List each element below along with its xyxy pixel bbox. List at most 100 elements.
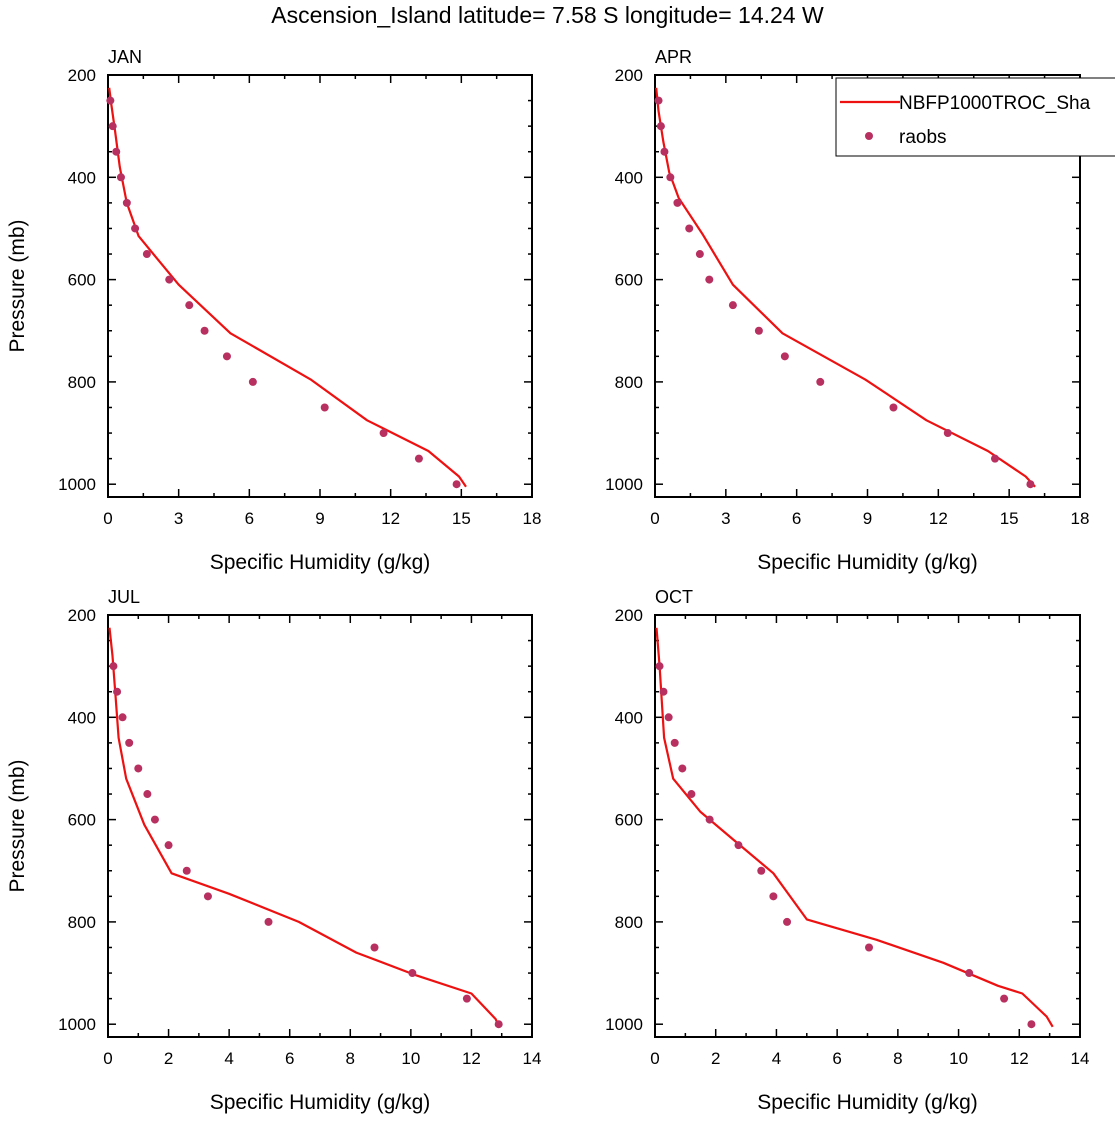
raobs-point [165,275,174,284]
x-tick-label: 6 [792,509,801,528]
y-tick-label: 600 [68,811,96,830]
legend-marker-swatch [865,132,873,140]
plot-frame [107,74,533,498]
raobs-point [655,662,664,671]
raobs-point [150,815,159,824]
x-axis-label: Specific Humidity (g/kg) [757,1091,978,1114]
y-tick-label: 400 [615,168,643,187]
raobs-point [143,790,152,799]
x-tick-label: 2 [711,1049,720,1068]
raobs-point [687,790,696,799]
raobs-point [754,326,763,335]
raobs-point [248,377,257,386]
raobs-point [816,377,825,386]
raobs-point [780,352,789,361]
x-tick-label: 6 [245,509,254,528]
x-tick-label: 9 [863,509,872,528]
raobs-point [685,224,694,233]
panel-label: OCT [655,587,693,607]
raobs-point [695,250,704,259]
raobs-point [182,866,191,875]
x-tick-label: 14 [523,1049,542,1068]
raobs-point [734,841,743,850]
raobs-point [757,866,766,875]
x-tick-label: 4 [772,1049,781,1068]
x-tick-label: 6 [832,1049,841,1068]
raobs-point [113,687,122,696]
raobs-point [1026,480,1035,489]
model-series-line [655,627,1054,1028]
raobs-point [664,713,673,722]
raobs-point [264,917,273,926]
panel-jul: 0 2 4 6 8 10 12 14 200 400 600 800 1000 Specific Humi… [6,587,541,1114]
raobs-point [656,122,665,131]
raobs-point [1027,1020,1036,1029]
x-tick-label: 15 [452,509,471,528]
x-tick-label: 12 [462,1049,481,1068]
panel-label: APR [655,47,692,67]
y-tick-label: 200 [615,66,643,85]
raobs-point [705,815,714,824]
panel-label: JUL [108,587,140,607]
model-series-line [108,87,467,488]
panel-jan: 0 3 6 9 12 15 18 200 400 600 800 1000 Specific Humid… [6,47,541,574]
legend-label: raobs [899,127,947,148]
x-tick-label: 8 [346,1049,355,1068]
x-tick-label: 6 [285,1049,294,1068]
raobs-point [118,713,127,722]
raobs-point [991,454,999,463]
x-tick-label: 2 [164,1049,173,1068]
y-tick-label: 800 [615,373,643,392]
x-tick-label: 0 [103,1049,112,1068]
raobs-point [783,917,792,926]
raobs-point [142,250,151,259]
raobs-point [889,403,898,412]
raobs-point [134,764,143,773]
x-tick-label: 4 [224,1049,233,1068]
y-tick-label: 800 [68,913,96,932]
raobs-point [494,1020,503,1029]
raobs-point [414,454,423,463]
x-tick-label: 12 [381,509,400,528]
y-tick-label: 400 [615,708,643,727]
y-tick-label: 1000 [605,475,643,494]
y-axis-label: Pressure (mb) [6,759,29,892]
x-tick-label: 10 [401,1049,420,1068]
panel-apr: 0 3 6 9 12 15 18 200 400 600 800 1000 Specific Humid… [605,47,1089,574]
y-tick-label: 200 [68,66,96,85]
raobs-point [320,403,329,412]
x-tick-label: 8 [893,1049,902,1068]
y-axis-label: Pressure (mb) [6,219,29,352]
raobs-point [116,173,125,182]
raobs-point [865,943,874,952]
x-tick-label: 18 [1071,509,1090,528]
raobs-point [769,892,778,901]
raobs-point [379,429,388,438]
x-tick-label: 14 [1071,1049,1090,1068]
y-tick-label: 1000 [58,475,96,494]
legend-label: NBFP1000TROC_Sha [899,93,1091,114]
raobs-point [408,969,417,978]
y-tick-label: 600 [615,271,643,290]
y-tick-label: 400 [68,168,96,187]
raobs-point [670,738,679,747]
y-tick-label: 600 [615,811,643,830]
raobs-point [654,96,663,105]
raobs-point [108,122,117,131]
raobs-point [1000,994,1009,1003]
raobs-point [131,224,140,233]
x-tick-label: 15 [1000,509,1019,528]
x-axis-label: Specific Humidity (g/kg) [757,551,978,574]
raobs-point [705,275,714,284]
x-tick-label: 12 [929,509,948,528]
x-tick-label: 3 [721,509,730,528]
y-tick-label: 600 [68,271,96,290]
raobs-point [164,841,173,850]
panel-label: JAN [108,47,142,67]
model-series-line [655,87,1036,488]
x-tick-label: 0 [103,509,112,528]
y-tick-label: 800 [68,373,96,392]
